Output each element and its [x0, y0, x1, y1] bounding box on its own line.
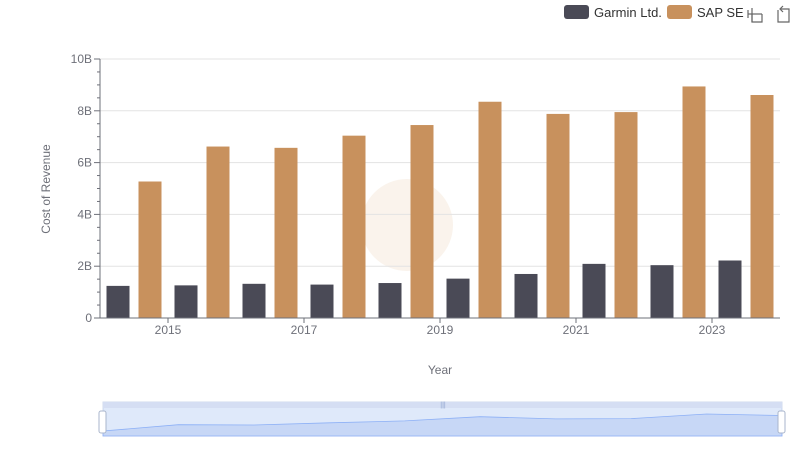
legend[interactable]: Garmin Ltd. SAP SE: [564, 5, 744, 20]
bar-sap-2021[interactable]: [614, 112, 638, 318]
data-zoom-handle-right[interactable]: [777, 410, 786, 434]
bar-sap-2020[interactable]: [546, 113, 570, 319]
x-axis: 2015 2017 2019 2021 2023: [100, 317, 780, 337]
restore-icon[interactable]: [777, 5, 790, 23]
x-axis-title: Year: [428, 363, 452, 377]
x-tick-label: 2019: [427, 323, 454, 337]
bar-sap-2023[interactable]: [750, 95, 774, 318]
y-tick-label: 4B: [77, 207, 92, 221]
y-tick-label: 2B: [77, 259, 92, 273]
zoom-select-icon[interactable]: [747, 8, 763, 23]
x-tick-label: 2023: [699, 323, 726, 337]
data-zoom-slider[interactable]: |||: [98, 401, 786, 437]
bar-sap-2018[interactable]: [410, 125, 434, 318]
bar-garmin-2023[interactable]: [718, 260, 742, 318]
legend-label-garmin: Garmin Ltd.: [594, 5, 662, 20]
bar-garmin-2021[interactable]: [582, 263, 606, 318]
watermark-logo: [361, 179, 453, 271]
bar-garmin-2015[interactable]: [174, 285, 198, 318]
y-tick-label: 8B: [77, 104, 92, 118]
y-axis-title: Cost of Revenue: [39, 144, 53, 234]
bars: [106, 86, 774, 319]
y-axis: 0 2B 4B 6B 8B 10B: [71, 52, 101, 325]
bar-sap-2016[interactable]: [274, 147, 298, 318]
bar-sap-2015[interactable]: [206, 146, 230, 318]
data-zoom-top-bar[interactable]: [103, 402, 782, 408]
bar-sap-2019[interactable]: [478, 101, 502, 318]
bar-sap-2017[interactable]: [342, 135, 366, 318]
bar-sap-2014[interactable]: [138, 181, 162, 318]
data-zoom-grip-icon[interactable]: |||: [440, 402, 446, 409]
bar-garmin-2022[interactable]: [650, 265, 674, 318]
y-tick-label: 0: [85, 311, 92, 325]
legend-item-garmin[interactable]: Garmin Ltd.: [564, 5, 662, 20]
data-zoom-handle-left[interactable]: [98, 410, 107, 434]
y-tick-label: 10B: [71, 52, 92, 66]
bar-garmin-2014[interactable]: [106, 285, 130, 318]
bar-garmin-2018[interactable]: [378, 283, 402, 318]
legend-swatch-garmin: [564, 5, 589, 19]
x-tick-label: 2017: [291, 323, 318, 337]
y-tick-label: 6B: [77, 156, 92, 170]
legend-item-sap[interactable]: SAP SE: [667, 5, 744, 20]
x-tick-label: 2021: [563, 323, 590, 337]
bar-garmin-2019[interactable]: [446, 278, 470, 318]
bar-garmin-2017[interactable]: [310, 284, 334, 318]
legend-swatch-sap: [667, 5, 692, 19]
bar-garmin-2016[interactable]: [242, 283, 266, 318]
bar-garmin-2020[interactable]: [514, 273, 538, 318]
legend-label-sap: SAP SE: [697, 5, 744, 20]
bar-sap-2022[interactable]: [682, 86, 706, 318]
x-tick-label: 2015: [155, 323, 182, 337]
